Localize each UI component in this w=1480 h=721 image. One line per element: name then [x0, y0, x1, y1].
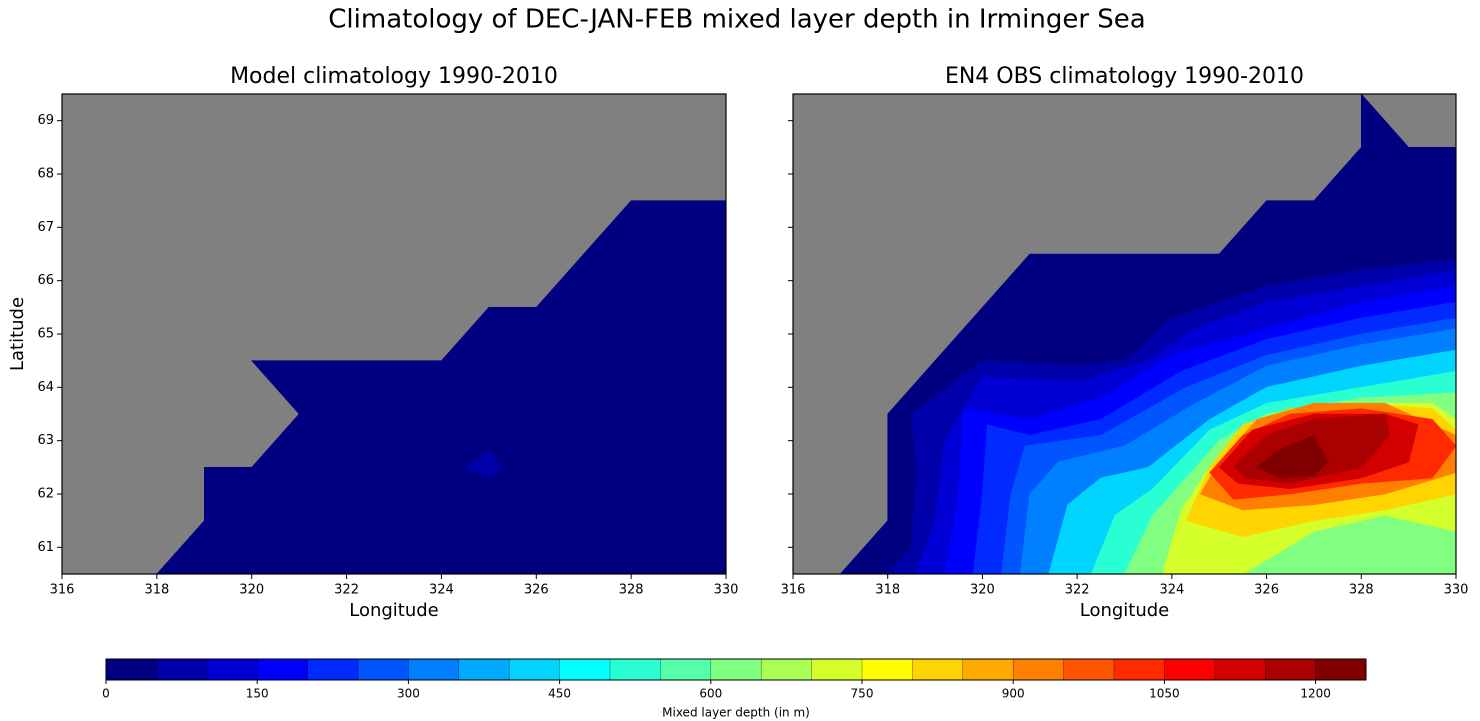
colorbar-bin — [962, 659, 1014, 680]
y-tick-label: 68 — [37, 167, 54, 182]
colorbar-bin — [1265, 659, 1317, 680]
colorbar-bin — [660, 659, 712, 680]
contour-region — [464, 450, 504, 479]
y-tick-label: 63 — [37, 433, 54, 448]
contour-region — [156, 200, 726, 574]
colorbar-bin — [1013, 659, 1065, 680]
y-tick-label: 62 — [37, 487, 54, 502]
colorbar-bin — [458, 659, 510, 680]
colorbar-frame — [105, 658, 1367, 681]
x-tick-label: 324 — [1159, 583, 1184, 598]
plot-area — [793, 94, 1456, 574]
colorbar-bin — [206, 659, 258, 680]
colorbar-tick-label: 900 — [1002, 687, 1025, 701]
colorbar-bin — [509, 659, 561, 680]
x-tick-label: 320 — [970, 583, 995, 598]
x-tick-label: 330 — [1444, 583, 1469, 598]
x-tick-label: 322 — [1065, 583, 1090, 598]
colorbar-bin — [1063, 659, 1115, 680]
colorbar-bin — [912, 659, 964, 680]
colorbar-bin — [358, 659, 409, 680]
colorbar-tick-label: 450 — [548, 687, 571, 701]
x-tick-label: 330 — [714, 583, 739, 598]
x-tick-label: 316 — [50, 583, 75, 598]
colorbar-bin — [610, 659, 661, 680]
subplot-title: Model climatology 1990-2010 — [230, 64, 558, 89]
colorbar-tick-label: 600 — [699, 687, 722, 701]
colorbar-bin — [1164, 659, 1216, 680]
colorbar-bin — [710, 659, 762, 680]
colorbar-tick-label: 0 — [102, 687, 110, 701]
contour-region — [1256, 434, 1329, 479]
colorbar-bin — [811, 659, 863, 680]
x-tick-label: 328 — [619, 583, 644, 598]
colorbar-tick-label: 150 — [246, 687, 269, 701]
x-axis-label: Longitude — [349, 600, 439, 621]
x-tick-label: 326 — [524, 583, 549, 598]
x-tick-label: 320 — [239, 583, 264, 598]
colorbar-bin — [106, 659, 157, 680]
x-tick-label: 316 — [781, 583, 806, 598]
y-tick-label: 61 — [37, 540, 54, 555]
x-tick-label: 318 — [144, 583, 169, 598]
colorbar-tick-label: 750 — [851, 687, 874, 701]
colorbar-bin — [307, 659, 359, 680]
x-tick-label: 322 — [334, 583, 359, 598]
x-axis-label: Longitude — [1080, 600, 1170, 621]
colorbar-bin — [862, 659, 913, 680]
plot-area — [62, 94, 726, 574]
subplot-title: EN4 OBS climatology 1990-2010 — [945, 64, 1304, 89]
y-tick-label: 64 — [37, 380, 54, 395]
colorbar-bin — [156, 659, 208, 680]
x-tick-label: 318 — [875, 583, 900, 598]
y-tick-label: 66 — [37, 273, 54, 288]
colorbar-label: Mixed layer depth (in m) — [662, 706, 810, 720]
colorbar-tick-label: 300 — [397, 687, 420, 701]
y-axis-label: Latitude — [7, 297, 28, 371]
colorbar-bin — [257, 659, 309, 680]
colorbar-tick-label: 1050 — [1149, 687, 1180, 701]
figure-title: Climatology of DEC-JAN-FEB mixed layer d… — [328, 5, 1145, 35]
colorbar-bin — [559, 659, 611, 680]
x-tick-label: 324 — [429, 583, 454, 598]
y-tick-label: 69 — [37, 113, 54, 128]
x-tick-label: 328 — [1349, 583, 1374, 598]
colorbar-bin — [1214, 659, 1266, 680]
y-tick-label: 67 — [37, 220, 54, 235]
x-tick-label: 326 — [1254, 583, 1279, 598]
colorbar-bin — [408, 659, 460, 680]
y-tick-label: 65 — [37, 327, 54, 342]
colorbar-bin — [1114, 659, 1165, 680]
colorbar-tick-label: 1200 — [1300, 687, 1331, 701]
colorbar-bin — [761, 659, 813, 680]
colorbar-bin — [1315, 659, 1367, 680]
